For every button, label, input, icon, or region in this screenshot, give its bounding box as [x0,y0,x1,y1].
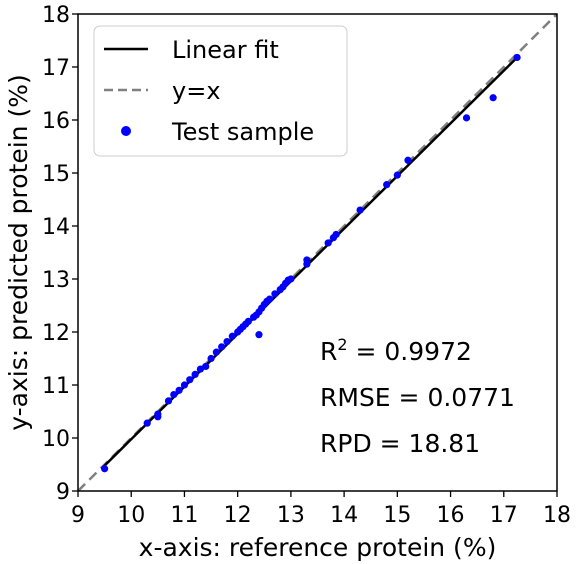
test-sample-point [489,94,497,102]
stat-r-squared: R2 = 0.9972 [320,335,472,366]
x-tick-label: 16 [437,503,465,528]
y-tick-label: 12 [42,321,70,346]
test-sample-point [271,290,279,298]
fit-statistics: R2 = 0.9972 RMSE = 0.0771 RPD = 18.81 [320,335,515,458]
test-sample-point [170,390,178,399]
test-sample-point [356,206,364,214]
y-tick-label: 18 [42,3,70,28]
test-sample-point [191,370,199,378]
test-sample-point [287,275,295,283]
test-sample-point [164,397,173,405]
axis-ticks: 9 10 11 12 13 14 15 16 17 18 9 10 11 12 13 14 15 16 17 18 [42,3,571,528]
x-tick-label: 13 [277,503,305,528]
legend-box [93,25,348,157]
test-sample-point [513,53,521,62]
x-tick-label: 15 [383,503,411,528]
x-tick-label: 12 [224,503,252,528]
test-sample-point [223,337,231,346]
test-sample-point [180,381,189,389]
legend: Linear fit y=x Test sample [93,25,348,157]
test-sample-point [393,171,401,179]
legend-label-test-sample: Test sample [171,118,314,146]
test-sample-point [143,419,151,427]
stat-rmse: RMSE = 0.0771 [320,383,515,412]
test-sample-point [383,181,391,189]
y-tick-label: 15 [42,162,70,187]
test-sample-point [154,410,162,418]
data-layer [78,14,557,491]
test-sample-point [218,343,226,351]
legend-label-linear-fit: Linear fit [172,36,279,64]
test-sample-point [303,256,311,264]
test-sample-point [207,354,215,363]
test-sample-point [266,295,274,303]
y-tick-label: 11 [42,374,70,399]
test-sample-point [332,230,340,239]
test-sample-point [462,114,471,122]
test-sample-point [324,239,332,247]
y-tick-label: 17 [42,56,70,81]
test-sample-point [101,465,109,473]
legend-swatch-test-sample [121,126,131,136]
stat-rpd: RPD = 18.81 [320,429,480,458]
test-sample-point [212,348,220,356]
y-tick-label: 14 [42,215,70,240]
test-sample-point [196,365,205,373]
y-tick-label: 10 [42,427,70,452]
y-tick-label: 9 [56,480,70,505]
x-tick-label: 9 [71,503,85,528]
test-sample-point [404,156,412,164]
test-sample-point [175,386,183,394]
plot-frame [77,13,558,492]
test-sample-point [186,376,194,384]
y-tick-label: 13 [42,268,70,293]
test-sample-point [255,331,263,339]
x-tick-label: 11 [170,503,198,528]
y-axis-label: y-axis: predicted protein (%) [4,74,33,430]
legend-label-y-equals-x: y=x [172,77,221,105]
x-tick-label: 14 [330,503,358,528]
test-sample-point [244,317,252,325]
x-tick-label: 10 [117,503,145,528]
x-tick-label: 17 [490,503,518,528]
test-sample-point [202,362,210,371]
y-tick-label: 16 [42,109,70,134]
x-tick-label: 18 [543,503,571,528]
test-sample-point [228,332,236,340]
x-axis-label: x-axis: reference protein (%) [139,533,497,562]
